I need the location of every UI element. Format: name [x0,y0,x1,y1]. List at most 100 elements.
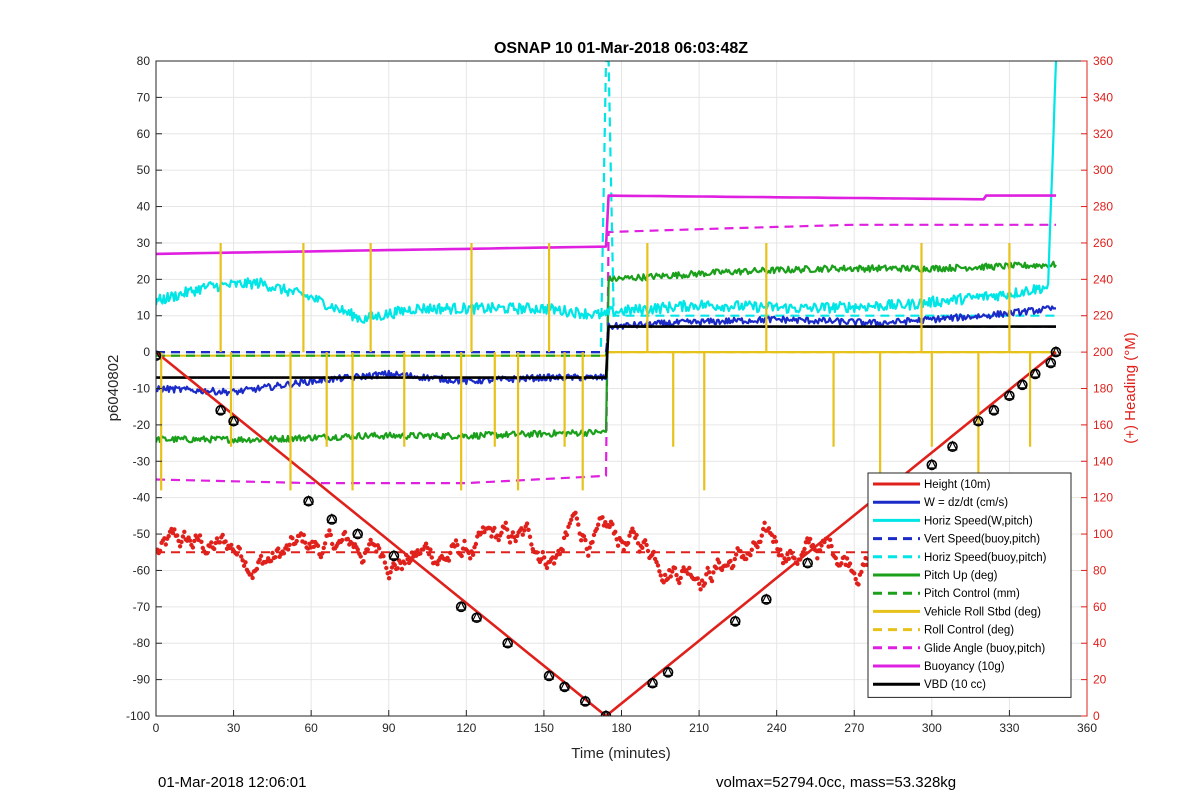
heading-dot [640,545,645,550]
heading-dot [389,565,395,570]
heading-dot [587,545,592,550]
heading-dot [542,555,547,560]
heading-dot [852,571,857,576]
heading-dot [699,578,705,583]
marker-points [156,345,1062,716]
heading-dot [564,532,570,538]
y-right-tick-label: 40 [1093,636,1107,650]
x-tick-label: 180 [611,721,631,735]
heading-dot [515,533,520,539]
heading-dot [859,569,864,575]
heading-dot [631,529,636,535]
series-pitch-control-mm [156,325,1056,357]
heading-dot [249,572,254,577]
heading-dot [177,544,183,549]
heading-dot [557,551,562,557]
heading-dot [827,537,833,542]
heading-dot [702,581,708,586]
y-right-tick-label: 100 [1093,527,1113,541]
marker-triangle [602,709,610,716]
heading-dot [303,540,308,545]
heading-dot [395,566,400,571]
marker-triangle [471,611,482,622]
heading-dot [762,520,767,525]
heading-dot [522,528,527,533]
heading-dot [340,537,345,543]
heading-dot [600,515,605,520]
legend-label-pitch-up-deg: Pitch Up (deg) [924,570,998,582]
heading-dot [591,532,597,538]
marker-triangle [1050,345,1061,356]
heading-dot [684,568,689,573]
heading-dot [613,529,618,534]
heading-dot [386,576,392,581]
x-tick-label: 240 [767,721,787,735]
heading-dot [732,556,737,562]
x-tick-label: 30 [227,721,241,735]
heading-dot [212,546,217,552]
heading-dot [301,532,306,538]
heading-dot [643,538,648,543]
y-left-tick-label: 80 [137,54,151,68]
marker-triangle [456,600,467,611]
heading-dot [361,559,366,564]
heading-dot [695,576,700,581]
heading-dot [388,570,393,575]
heading-dot [470,552,476,557]
marker-triangle [1017,378,1028,389]
heading-dot [783,559,789,564]
legend-label-horiz-speed-buoy-pitch: Horiz Speed(buoy,pitch) [924,552,1047,564]
heading-dot [179,539,184,545]
heading-dot [766,526,772,531]
heading-dot [322,541,328,546]
heading-dot [258,553,264,559]
marker-triangle [973,414,984,425]
heading-dot [166,533,171,539]
y-right-tick-label: 340 [1093,90,1113,104]
x-tick-label: 330 [999,721,1019,735]
y-right-tick-label: 180 [1093,382,1113,396]
y-left-tick-label: 10 [137,309,151,323]
marker-triangle [647,676,658,687]
marker-triangle [730,615,741,625]
marker-triangle [926,458,937,469]
heading-dot [377,546,382,551]
marker-triangle [663,665,674,676]
heading-dot [755,544,760,550]
heading-dot [199,539,204,544]
heading-dot [209,540,214,545]
heading-dot [311,544,316,549]
heading-dot [853,576,858,582]
heading-dot [392,562,397,568]
heading-dot [678,575,683,581]
heading-dot [603,520,608,525]
heading-dot [435,562,440,567]
marker-triangle [1030,367,1041,378]
heading-dot [839,561,844,566]
y-right-tick-label: 20 [1093,673,1107,687]
marker-triangle [580,695,591,706]
heading-dot [561,535,567,541]
heading-dot [513,538,518,544]
y-right-tick-label: 280 [1093,200,1113,214]
heading-dot [625,540,631,546]
heading-dot [576,522,581,527]
heading-dot [268,558,274,564]
y-left-tick-label: -60 [133,563,151,577]
heading-dot [698,587,703,592]
heading-dot [243,560,248,565]
heading-dot [655,563,661,568]
heading-dot [705,565,710,571]
heading-dot [844,556,850,561]
heading-dot [586,553,591,558]
heading-dot [402,561,407,566]
heading-dot [217,540,223,545]
heading-dot [468,556,473,561]
heading-dot [459,553,464,559]
heading-dot [428,547,433,552]
x-tick-label: 300 [922,721,942,735]
heading-dot [520,532,525,537]
marker-triangle [988,403,999,414]
heading-dot [237,546,242,551]
heading-dot [714,565,719,571]
